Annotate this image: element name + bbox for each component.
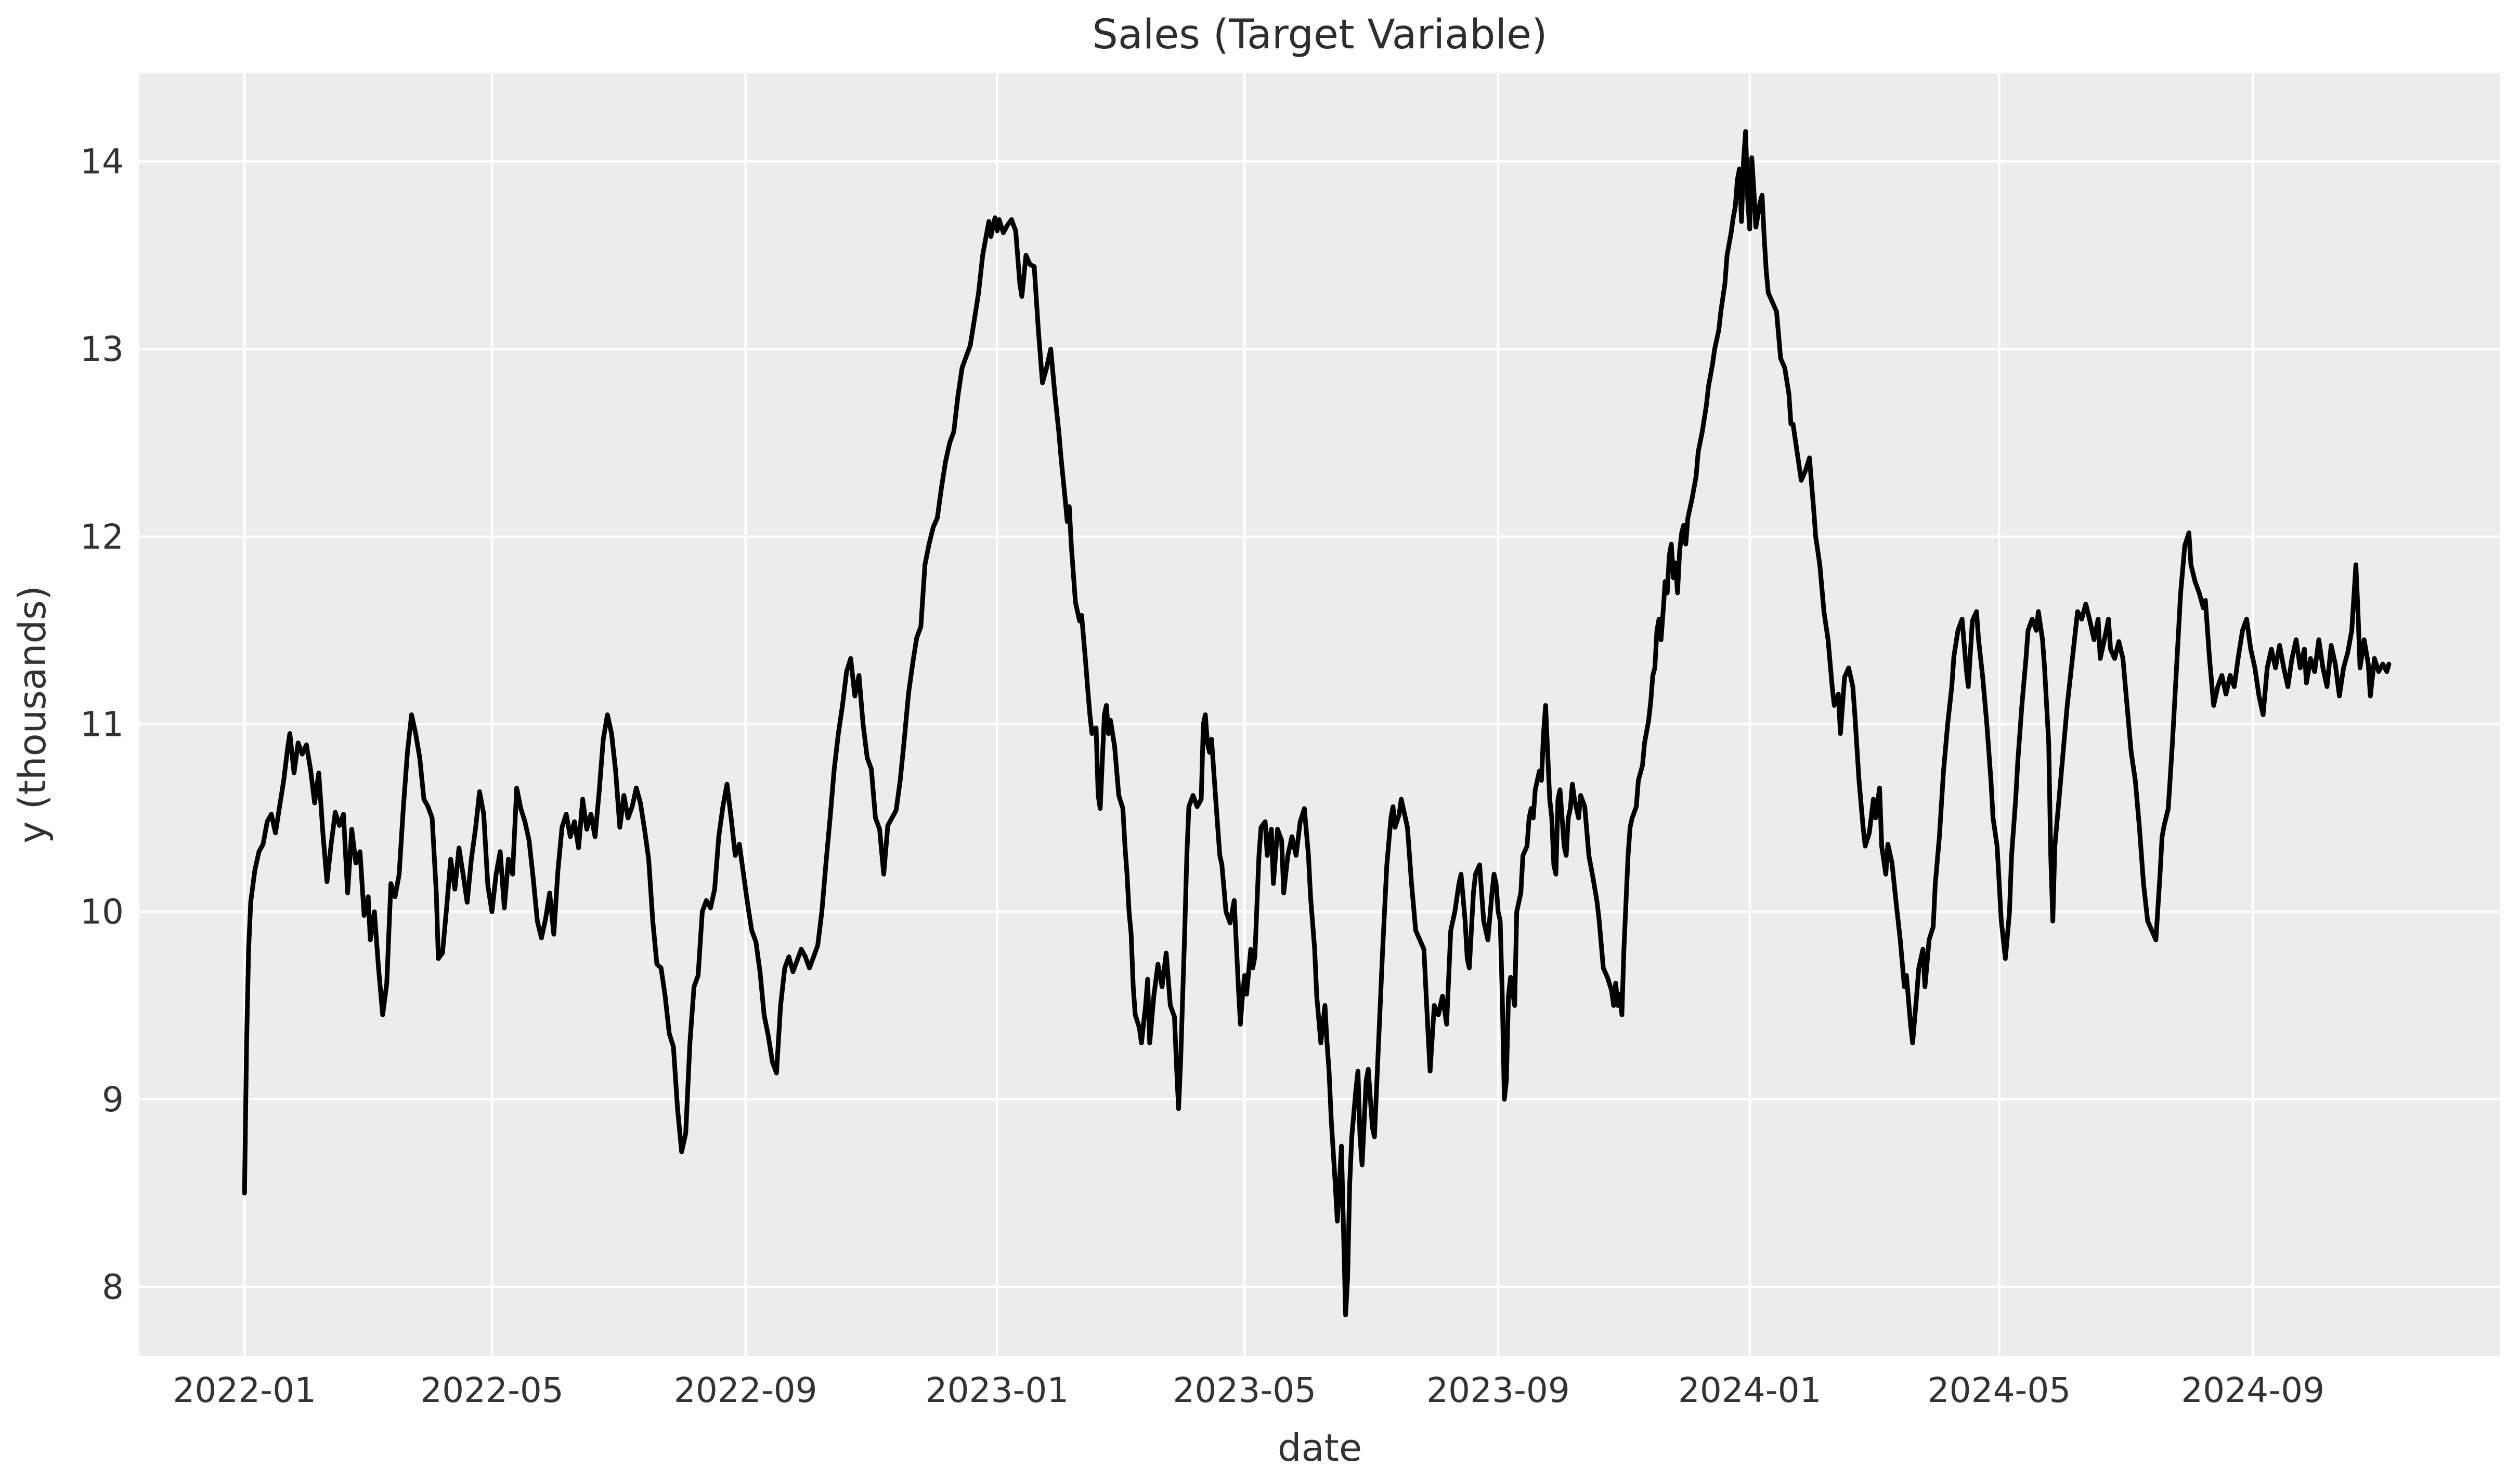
sales-series-line bbox=[242, 129, 2392, 1318]
x-axis-label: date bbox=[1277, 1426, 1362, 1470]
y-axis-label: y (thousands) bbox=[10, 586, 54, 843]
plot-area-background bbox=[139, 73, 2500, 1356]
y-tick-label-14: 14 bbox=[80, 142, 124, 182]
y-tick-label-13: 13 bbox=[80, 329, 124, 369]
x-tick-label-2022-01: 2022-01 bbox=[173, 1370, 316, 1410]
x-tick-label-2022-09: 2022-09 bbox=[674, 1370, 817, 1410]
y-tick-label-8: 8 bbox=[102, 1267, 124, 1307]
chart-title: Sales (Target Variable) bbox=[1092, 11, 1548, 58]
y-tick-label-9: 9 bbox=[102, 1080, 124, 1120]
x-tick-label-2022-05: 2022-05 bbox=[420, 1370, 564, 1410]
x-tick-label-2024-09: 2024-09 bbox=[2181, 1370, 2324, 1410]
y-tick-label-10: 10 bbox=[80, 892, 124, 932]
y-tick-label-11: 11 bbox=[80, 705, 124, 745]
x-tick-label-2024-01: 2024-01 bbox=[1678, 1370, 1822, 1410]
x-tick-label-2024-05: 2024-05 bbox=[1928, 1370, 2071, 1410]
y-tick-label-12: 12 bbox=[80, 517, 124, 557]
x-tick-label-2023-01: 2023-01 bbox=[926, 1370, 1069, 1410]
x-tick-label-2023-05: 2023-05 bbox=[1173, 1370, 1316, 1410]
x-tick-label-2023-09: 2023-09 bbox=[1426, 1370, 1570, 1410]
